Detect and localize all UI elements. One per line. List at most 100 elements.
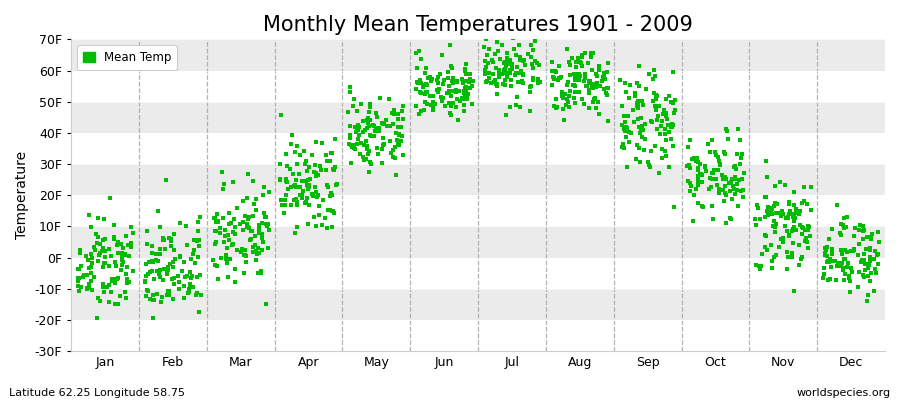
Point	[238, 253, 253, 259]
Point	[388, 144, 402, 150]
Point	[545, 59, 560, 66]
Point	[167, 231, 182, 238]
Point	[156, 235, 170, 241]
Point	[860, 234, 875, 240]
Point	[392, 124, 406, 130]
Point	[486, 58, 500, 65]
Point	[106, 236, 121, 243]
Point	[360, 124, 374, 131]
Point	[362, 108, 376, 115]
Point	[524, 42, 538, 48]
Point	[354, 140, 368, 146]
Point	[526, 46, 540, 53]
Point	[126, 268, 140, 274]
Point	[351, 127, 365, 133]
Point	[554, 75, 568, 81]
Point	[667, 109, 681, 116]
Point	[558, 91, 572, 97]
Point	[651, 113, 665, 120]
Point	[411, 48, 426, 54]
Point	[497, 67, 511, 73]
Point	[600, 92, 615, 98]
Point	[490, 38, 504, 45]
Point	[96, 281, 111, 288]
Point	[72, 266, 86, 272]
Point	[323, 206, 338, 213]
Point	[499, 70, 513, 76]
Point	[108, 259, 122, 266]
Point	[155, 294, 169, 300]
Point	[780, 228, 795, 234]
Point	[356, 154, 370, 160]
Point	[847, 246, 861, 253]
Point	[289, 184, 303, 190]
Point	[301, 220, 315, 227]
Point	[727, 174, 742, 180]
Point	[261, 189, 275, 195]
Point	[76, 272, 91, 278]
Point	[442, 88, 456, 95]
Point	[294, 177, 309, 184]
Point	[870, 252, 885, 258]
Point	[292, 191, 307, 198]
Point	[146, 292, 160, 298]
Point	[687, 192, 701, 198]
Point	[278, 197, 293, 204]
Point	[343, 122, 357, 129]
Point	[853, 222, 868, 228]
Point	[582, 80, 597, 86]
Point	[586, 50, 600, 56]
Point	[111, 250, 125, 256]
Point	[85, 278, 99, 284]
Point	[121, 242, 135, 248]
Point	[158, 245, 173, 252]
Point	[864, 270, 878, 277]
Point	[208, 228, 222, 234]
Point	[600, 117, 615, 124]
Point	[283, 166, 297, 173]
Point	[723, 188, 737, 194]
Y-axis label: Temperature: Temperature	[15, 151, 29, 239]
Point	[390, 137, 404, 143]
Point	[163, 260, 177, 267]
Point	[308, 161, 322, 168]
Point	[702, 186, 716, 193]
Point	[359, 156, 374, 162]
Point	[248, 242, 262, 248]
Point	[422, 74, 436, 80]
Point	[575, 63, 590, 69]
Point	[173, 252, 187, 259]
Point	[104, 288, 118, 295]
Point	[552, 30, 566, 37]
Point	[491, 48, 505, 54]
Point	[764, 209, 778, 216]
Point	[863, 258, 878, 264]
Point	[318, 215, 332, 221]
Point	[363, 132, 377, 138]
Point	[841, 260, 855, 266]
Point	[310, 222, 324, 229]
Point	[115, 256, 130, 262]
Point	[659, 153, 673, 159]
Point	[730, 187, 744, 193]
Point	[115, 257, 130, 263]
Point	[503, 66, 517, 73]
Point	[274, 176, 288, 182]
Point	[589, 84, 603, 90]
Point	[344, 142, 358, 149]
Point	[121, 275, 135, 282]
Point	[91, 258, 105, 264]
Point	[240, 171, 255, 177]
Point	[548, 68, 562, 74]
Point	[427, 103, 441, 110]
Point	[375, 146, 390, 152]
Point	[749, 262, 763, 268]
Point	[527, 57, 542, 64]
Point	[248, 195, 263, 202]
Point	[500, 50, 515, 56]
Point	[690, 172, 705, 179]
Point	[705, 170, 719, 176]
Point	[85, 260, 99, 266]
Point	[822, 236, 836, 242]
Point	[837, 277, 851, 284]
